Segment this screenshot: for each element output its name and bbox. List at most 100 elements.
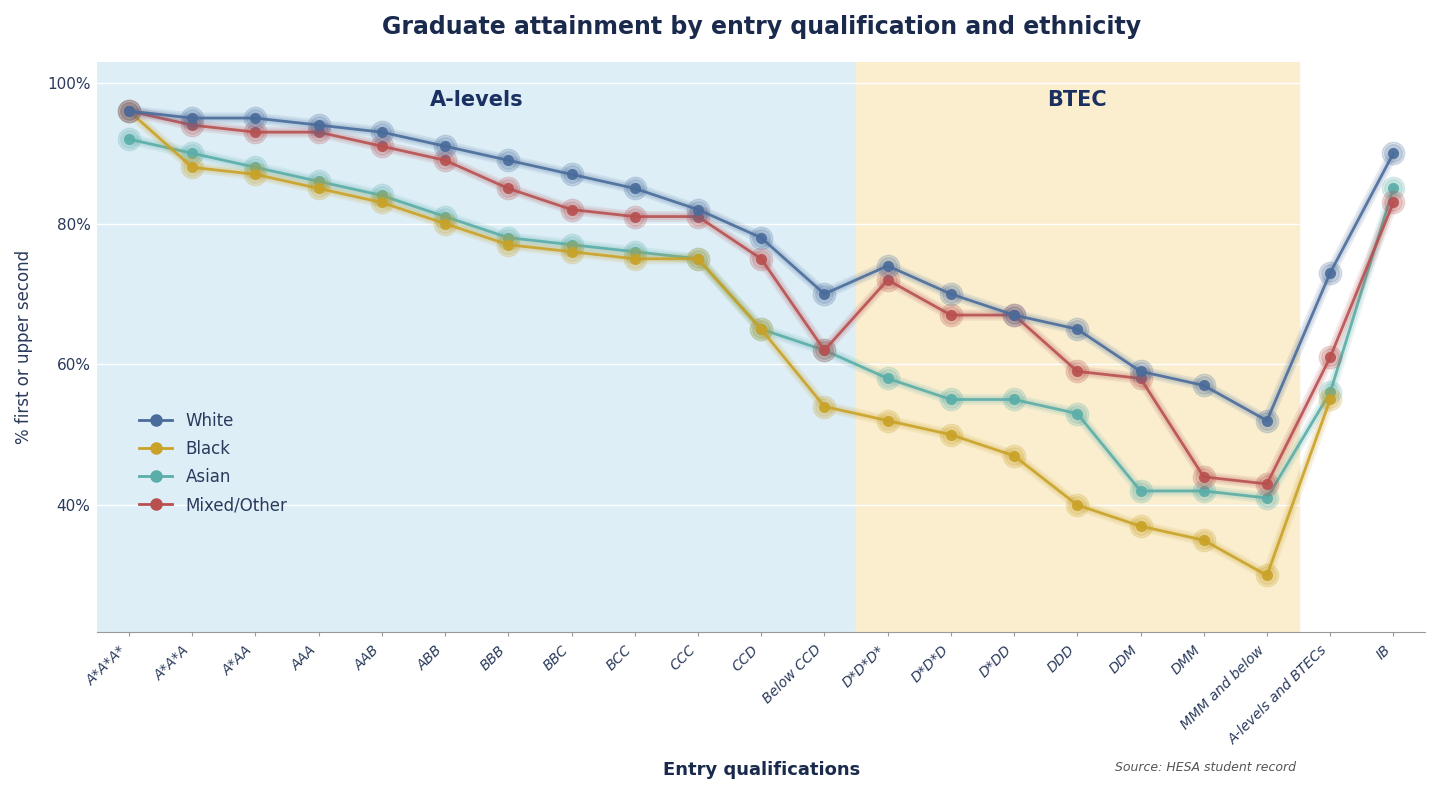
- Point: [1382, 196, 1405, 209]
- Point: [939, 309, 962, 322]
- Point: [876, 259, 899, 272]
- Point: [433, 154, 456, 167]
- Point: [687, 210, 710, 223]
- White: [690, 205, 707, 215]
- Point: [812, 288, 835, 301]
- Asian: [1005, 394, 1022, 404]
- Point: [243, 168, 266, 181]
- Point: [560, 168, 583, 181]
- Point: [1319, 266, 1342, 279]
- Mixed/Other: [1195, 472, 1212, 482]
- Point: [243, 161, 266, 174]
- Point: [560, 238, 583, 251]
- Point: [1129, 364, 1152, 377]
- Point: [1002, 309, 1025, 322]
- Point: [307, 126, 330, 139]
- Point: [180, 112, 203, 125]
- Point: [939, 393, 962, 406]
- Point: [1192, 534, 1215, 547]
- Point: [1382, 182, 1405, 195]
- White: [942, 289, 959, 299]
- Point: [370, 189, 393, 202]
- Point: [560, 238, 583, 251]
- Point: [307, 118, 330, 131]
- Point: [624, 182, 647, 195]
- Asian: [183, 148, 200, 158]
- Black: [500, 240, 517, 249]
- Point: [180, 161, 203, 174]
- Black: [626, 254, 644, 263]
- Asian: [436, 211, 454, 221]
- Point: [876, 274, 899, 287]
- Black: [1322, 394, 1339, 404]
- Asian: [1385, 184, 1403, 194]
- Asian: [942, 394, 959, 404]
- Point: [307, 175, 330, 188]
- Point: [180, 118, 203, 131]
- Point: [1002, 309, 1025, 322]
- Title: Graduate attainment by entry qualification and ethnicity: Graduate attainment by entry qualificati…: [382, 15, 1140, 39]
- Asian: [815, 345, 832, 355]
- Point: [1002, 393, 1025, 406]
- Text: Source: HESA student record: Source: HESA student record: [1115, 761, 1296, 774]
- Point: [1319, 386, 1342, 399]
- Line: Mixed/Other: Mixed/Other: [124, 105, 1398, 489]
- Point: [1256, 569, 1279, 582]
- Mixed/Other: [183, 120, 200, 130]
- White: [183, 113, 200, 123]
- Point: [560, 203, 583, 216]
- Point: [750, 231, 773, 244]
- Black: [1005, 451, 1022, 461]
- Point: [939, 288, 962, 301]
- Point: [1002, 450, 1025, 463]
- Mixed/Other: [563, 205, 580, 215]
- Asian: [1259, 493, 1276, 503]
- Point: [370, 140, 393, 153]
- White: [500, 156, 517, 165]
- Point: [876, 372, 899, 385]
- Point: [812, 400, 835, 413]
- Point: [687, 252, 710, 265]
- Point: [560, 245, 583, 258]
- Point: [180, 147, 203, 160]
- Point: [1319, 266, 1342, 279]
- Point: [750, 252, 773, 265]
- Point: [1256, 477, 1279, 490]
- Point: [370, 126, 393, 139]
- Mixed/Other: [1322, 352, 1339, 362]
- Asian: [626, 247, 644, 257]
- Point: [1256, 569, 1279, 582]
- Point: [750, 252, 773, 265]
- White: [1259, 416, 1276, 425]
- Point: [1129, 364, 1152, 377]
- Point: [1192, 471, 1215, 484]
- Point: [1382, 196, 1405, 209]
- White: [1385, 148, 1403, 158]
- Point: [118, 104, 141, 117]
- Black: [246, 169, 264, 179]
- Mixed/Other: [1005, 310, 1022, 320]
- Point: [370, 196, 393, 209]
- Point: [687, 252, 710, 265]
- White: [1132, 366, 1149, 376]
- Point: [243, 112, 266, 125]
- Point: [118, 133, 141, 146]
- Point: [939, 309, 962, 322]
- Mixed/Other: [310, 127, 327, 137]
- White: [1195, 381, 1212, 390]
- Mixed/Other: [753, 254, 770, 263]
- Point: [876, 274, 899, 287]
- Black: [183, 163, 200, 173]
- Black: [1132, 522, 1149, 531]
- Point: [1192, 471, 1215, 484]
- Point: [497, 182, 520, 195]
- Mixed/Other: [500, 184, 517, 194]
- Point: [1382, 147, 1405, 160]
- Point: [243, 126, 266, 139]
- White: [121, 106, 138, 116]
- Point: [1066, 364, 1089, 377]
- White: [753, 232, 770, 242]
- Point: [433, 154, 456, 167]
- Point: [1192, 534, 1215, 547]
- Mixed/Other: [373, 142, 390, 151]
